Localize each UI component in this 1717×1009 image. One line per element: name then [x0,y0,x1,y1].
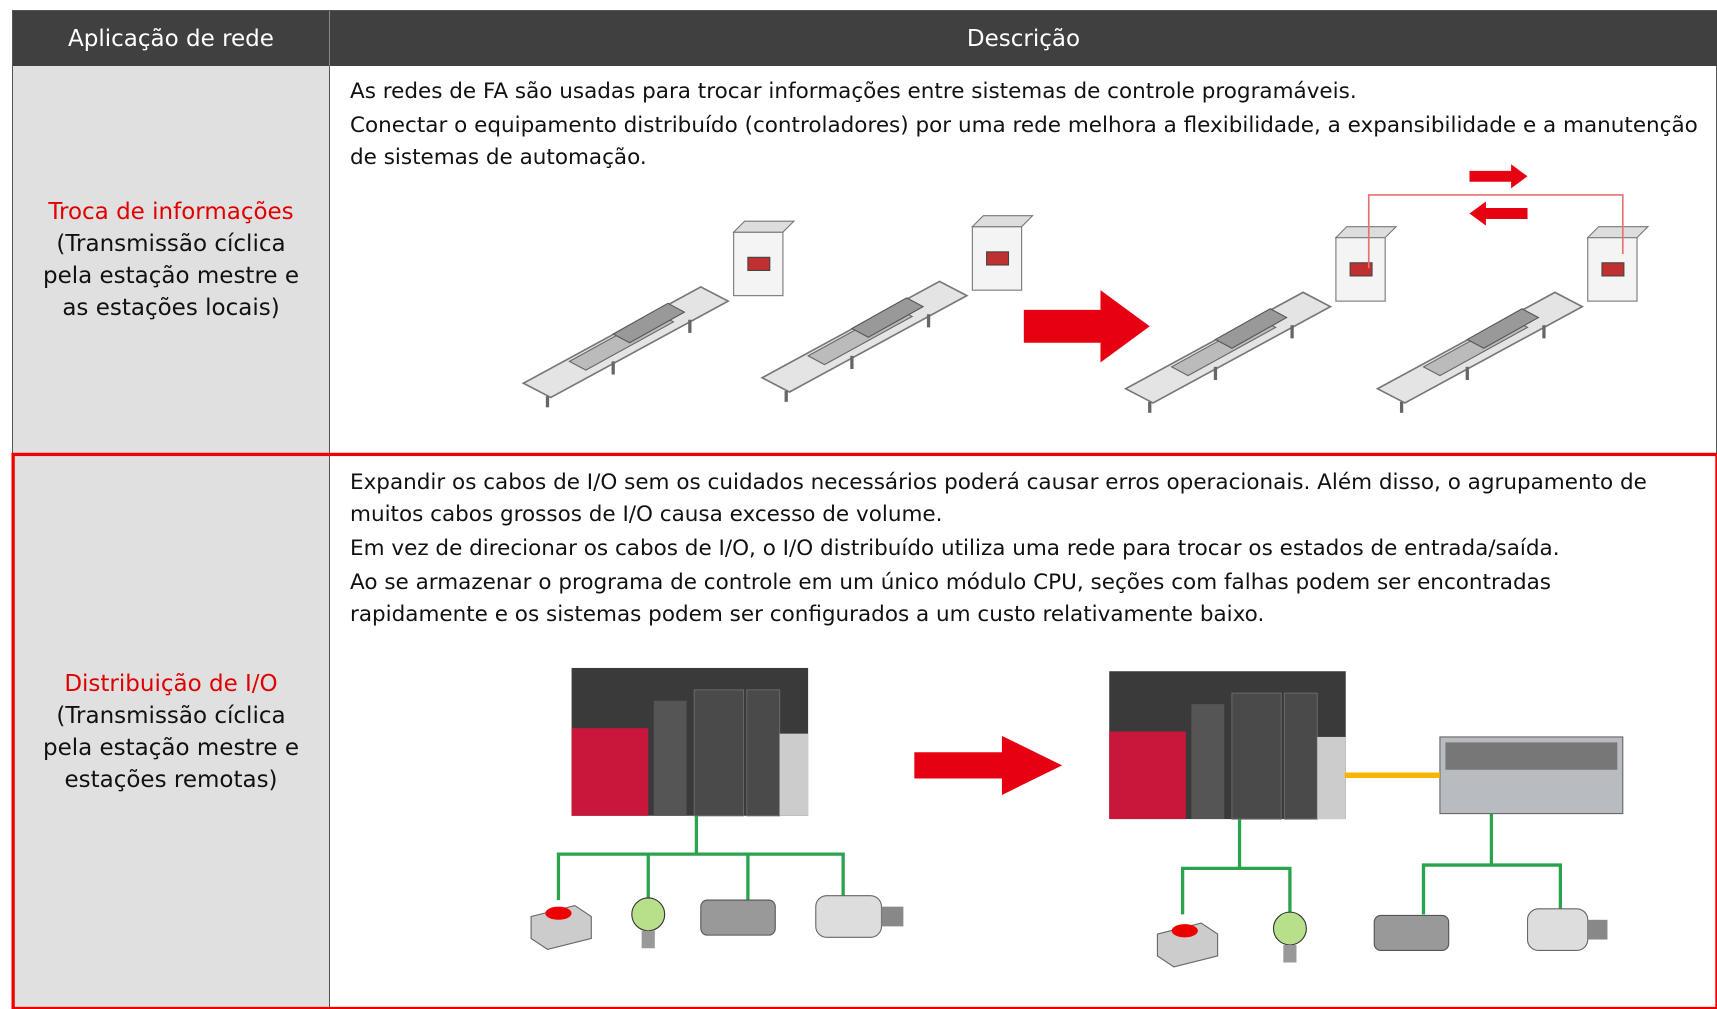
header-text: Aplicação de rede [68,25,274,52]
paragraph: Ao se armazenar o programa de controle e… [350,570,1552,627]
row-label: Distribuição de I/O (Transmissão cíclica… [13,454,330,1009]
application-name: Distribuição de I/O [64,670,278,697]
header-text: Descrição [966,25,1081,52]
paragraph: Em vez de direcionar os cabos de I/O, o … [350,536,1560,561]
header-cell: Descrição [330,11,1717,66]
header-cell: Aplicação de rede [13,11,330,66]
application-detail: (Transmissão cíclica pela estação mestre… [42,702,300,793]
paragraph: Expandir os cabos de I/O sem os cuidados… [350,470,1647,527]
application-detail: (Transmissão cíclica pela estação mestre… [42,231,300,321]
description: As redes de FA são usadas para trocar in… [350,76,1710,176]
row-label: Troca de informações (Transmissão cíclic… [13,66,330,454]
paragraph: As redes de FA são usadas para trocar in… [350,79,1357,104]
application-name: Troca de informações [48,199,294,225]
paragraph: Conectar o equipamento distribuído (cont… [350,113,1698,170]
description: Expandir os cabos de I/O sem os cuidados… [350,467,1680,633]
